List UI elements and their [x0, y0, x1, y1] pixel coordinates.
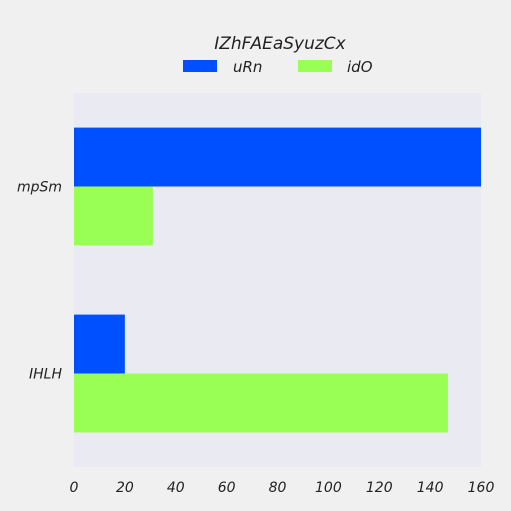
- bar-uRn-mpSm: [74, 127, 481, 187]
- bar-idO-mpSm: [74, 186, 153, 246]
- legend-label-urn: uRn: [233, 58, 262, 76]
- y-tick-label: mpSm: [17, 180, 62, 196]
- chart-title: IZhFAEaSyuzCx: [214, 34, 346, 54]
- x-tick-label: 140: [417, 480, 444, 496]
- bars: [74, 127, 481, 433]
- x-tick-label: 0: [70, 480, 79, 496]
- x-tick-label: 80: [269, 480, 287, 496]
- bar-idO-IHLH: [74, 373, 448, 433]
- bar-uRn-IHLH: [74, 314, 125, 374]
- legend-label-ido: idO: [347, 58, 373, 76]
- legend-swatch-urn: [183, 60, 217, 72]
- x-tick-label: 100: [315, 480, 342, 496]
- x-tick-label: 20: [116, 480, 134, 496]
- x-tick-label: 60: [218, 480, 236, 496]
- legend-swatch-ido: [298, 60, 332, 72]
- x-axis-ticks: 0 20 40 60 80 100 120 140 160: [70, 480, 495, 496]
- x-tick-label: 160: [468, 480, 495, 496]
- legend: uRn idO: [183, 58, 373, 76]
- y-axis-labels: mpSm IHLH: [17, 180, 63, 383]
- x-tick-label: 120: [366, 480, 393, 496]
- x-tick-label: 40: [167, 480, 185, 496]
- y-tick-label: IHLH: [29, 367, 62, 383]
